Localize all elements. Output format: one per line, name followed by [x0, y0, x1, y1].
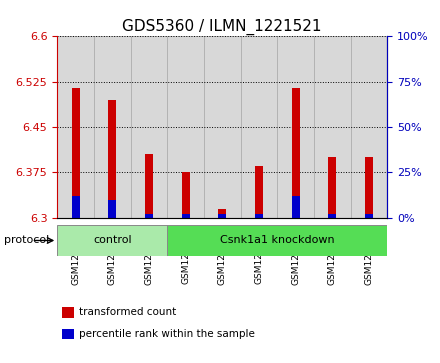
- Bar: [182, 172, 190, 218]
- Bar: [277, 36, 314, 218]
- Bar: [72, 196, 80, 218]
- Text: Csnk1a1 knockdown: Csnk1a1 knockdown: [220, 236, 334, 245]
- Bar: [167, 225, 387, 256]
- Bar: [218, 209, 226, 218]
- Bar: [145, 154, 153, 218]
- Bar: [131, 36, 167, 218]
- Bar: [328, 157, 336, 218]
- Text: protocol: protocol: [4, 236, 50, 245]
- Bar: [255, 214, 263, 218]
- Bar: [182, 214, 190, 218]
- Bar: [57, 36, 94, 218]
- Bar: [218, 214, 226, 218]
- Bar: [292, 196, 300, 218]
- Bar: [62, 329, 74, 339]
- Bar: [241, 36, 277, 218]
- Bar: [94, 36, 131, 218]
- Bar: [365, 214, 373, 218]
- Text: control: control: [93, 236, 132, 245]
- Bar: [314, 36, 351, 218]
- Bar: [204, 36, 241, 218]
- Bar: [145, 214, 153, 218]
- Title: GDS5360 / ILMN_1221521: GDS5360 / ILMN_1221521: [122, 19, 322, 35]
- Bar: [365, 157, 373, 218]
- Bar: [167, 36, 204, 218]
- Bar: [255, 166, 263, 218]
- Bar: [72, 88, 80, 218]
- Bar: [108, 100, 116, 218]
- Bar: [328, 214, 336, 218]
- Bar: [351, 36, 387, 218]
- Bar: [62, 307, 74, 318]
- Bar: [108, 200, 116, 218]
- Bar: [57, 225, 167, 256]
- Text: percentile rank within the sample: percentile rank within the sample: [79, 329, 254, 339]
- Bar: [292, 88, 300, 218]
- Text: transformed count: transformed count: [79, 307, 176, 318]
